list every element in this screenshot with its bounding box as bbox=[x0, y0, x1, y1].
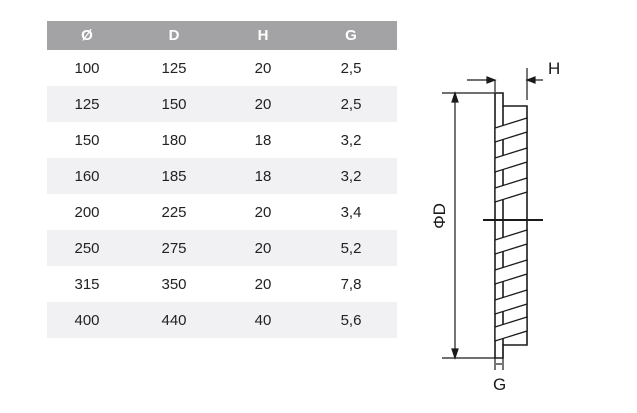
cell-g: 2,5 bbox=[305, 50, 397, 86]
cell-g: 5,2 bbox=[305, 230, 397, 266]
h-dimension bbox=[467, 68, 543, 100]
g-dimension bbox=[494, 345, 504, 370]
cell-h: 18 bbox=[221, 158, 305, 194]
cell-h: 20 bbox=[221, 86, 305, 122]
cell-h: 20 bbox=[221, 230, 305, 266]
cell-diameter: 150 bbox=[47, 122, 127, 158]
cell-g: 3,2 bbox=[305, 158, 397, 194]
g-label: G bbox=[493, 375, 506, 394]
header-d: D bbox=[127, 21, 221, 50]
table-row: 250 275 20 5,2 bbox=[47, 230, 397, 266]
table-row: 200 225 20 3,4 bbox=[47, 194, 397, 230]
cell-d: 125 bbox=[127, 50, 221, 86]
cell-d: 185 bbox=[127, 158, 221, 194]
header-h: H bbox=[221, 21, 305, 50]
table-row: 400 440 40 5,6 bbox=[47, 302, 397, 338]
cell-diameter: 125 bbox=[47, 86, 127, 122]
cell-d: 275 bbox=[127, 230, 221, 266]
cell-diameter: 315 bbox=[47, 266, 127, 302]
d-dimension bbox=[442, 91, 495, 360]
cell-g: 2,5 bbox=[305, 86, 397, 122]
cell-h: 20 bbox=[221, 194, 305, 230]
cell-g: 3,4 bbox=[305, 194, 397, 230]
cell-d: 350 bbox=[127, 266, 221, 302]
cell-diameter: 400 bbox=[47, 302, 127, 338]
cell-diameter: 250 bbox=[47, 230, 127, 266]
cell-g: 3,2 bbox=[305, 122, 397, 158]
cell-d: 150 bbox=[127, 86, 221, 122]
cell-diameter: 160 bbox=[47, 158, 127, 194]
table-row: 160 185 18 3,2 bbox=[47, 158, 397, 194]
grille-side-drawing: H ΦD G bbox=[430, 59, 560, 394]
table-row: 125 150 20 2,5 bbox=[47, 86, 397, 122]
cell-diameter: 100 bbox=[47, 50, 127, 86]
cell-g: 7,8 bbox=[305, 266, 397, 302]
table-row: 150 180 18 3,2 bbox=[47, 122, 397, 158]
d-label: ΦD bbox=[430, 203, 449, 229]
table-header-row: Ø D H G bbox=[47, 21, 397, 50]
cell-h: 18 bbox=[221, 122, 305, 158]
table-row: 100 125 20 2,5 bbox=[47, 50, 397, 86]
h-label: H bbox=[548, 59, 560, 78]
cell-h: 20 bbox=[221, 50, 305, 86]
dimensions-table: Ø D H G 100 125 20 2,5 125 150 20 2,5 15… bbox=[47, 21, 397, 338]
cell-d: 440 bbox=[127, 302, 221, 338]
cell-h: 20 bbox=[221, 266, 305, 302]
cell-d: 225 bbox=[127, 194, 221, 230]
header-g: G bbox=[305, 21, 397, 50]
cell-h: 40 bbox=[221, 302, 305, 338]
cell-d: 180 bbox=[127, 122, 221, 158]
table-row: 315 350 20 7,8 bbox=[47, 266, 397, 302]
cell-g: 5,6 bbox=[305, 302, 397, 338]
grille-blades bbox=[494, 117, 528, 342]
header-diameter: Ø bbox=[47, 21, 127, 50]
cell-diameter: 200 bbox=[47, 194, 127, 230]
